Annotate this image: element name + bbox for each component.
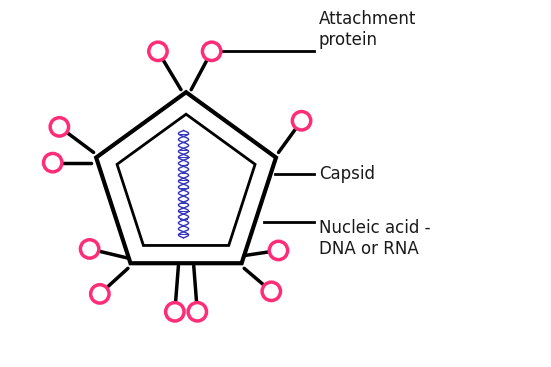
Circle shape (50, 118, 68, 136)
Circle shape (202, 42, 221, 61)
Circle shape (293, 112, 311, 130)
Circle shape (80, 240, 99, 258)
Polygon shape (96, 92, 276, 263)
Text: Capsid: Capsid (319, 165, 375, 183)
Text: Attachment
protein: Attachment protein (319, 10, 417, 49)
Text: Nucleic acid -
DNA or RNA: Nucleic acid - DNA or RNA (319, 219, 430, 258)
Circle shape (91, 285, 109, 303)
Circle shape (166, 302, 184, 321)
Circle shape (269, 241, 288, 260)
Circle shape (262, 282, 280, 301)
Circle shape (188, 302, 207, 321)
Circle shape (149, 42, 167, 61)
Circle shape (44, 153, 62, 172)
